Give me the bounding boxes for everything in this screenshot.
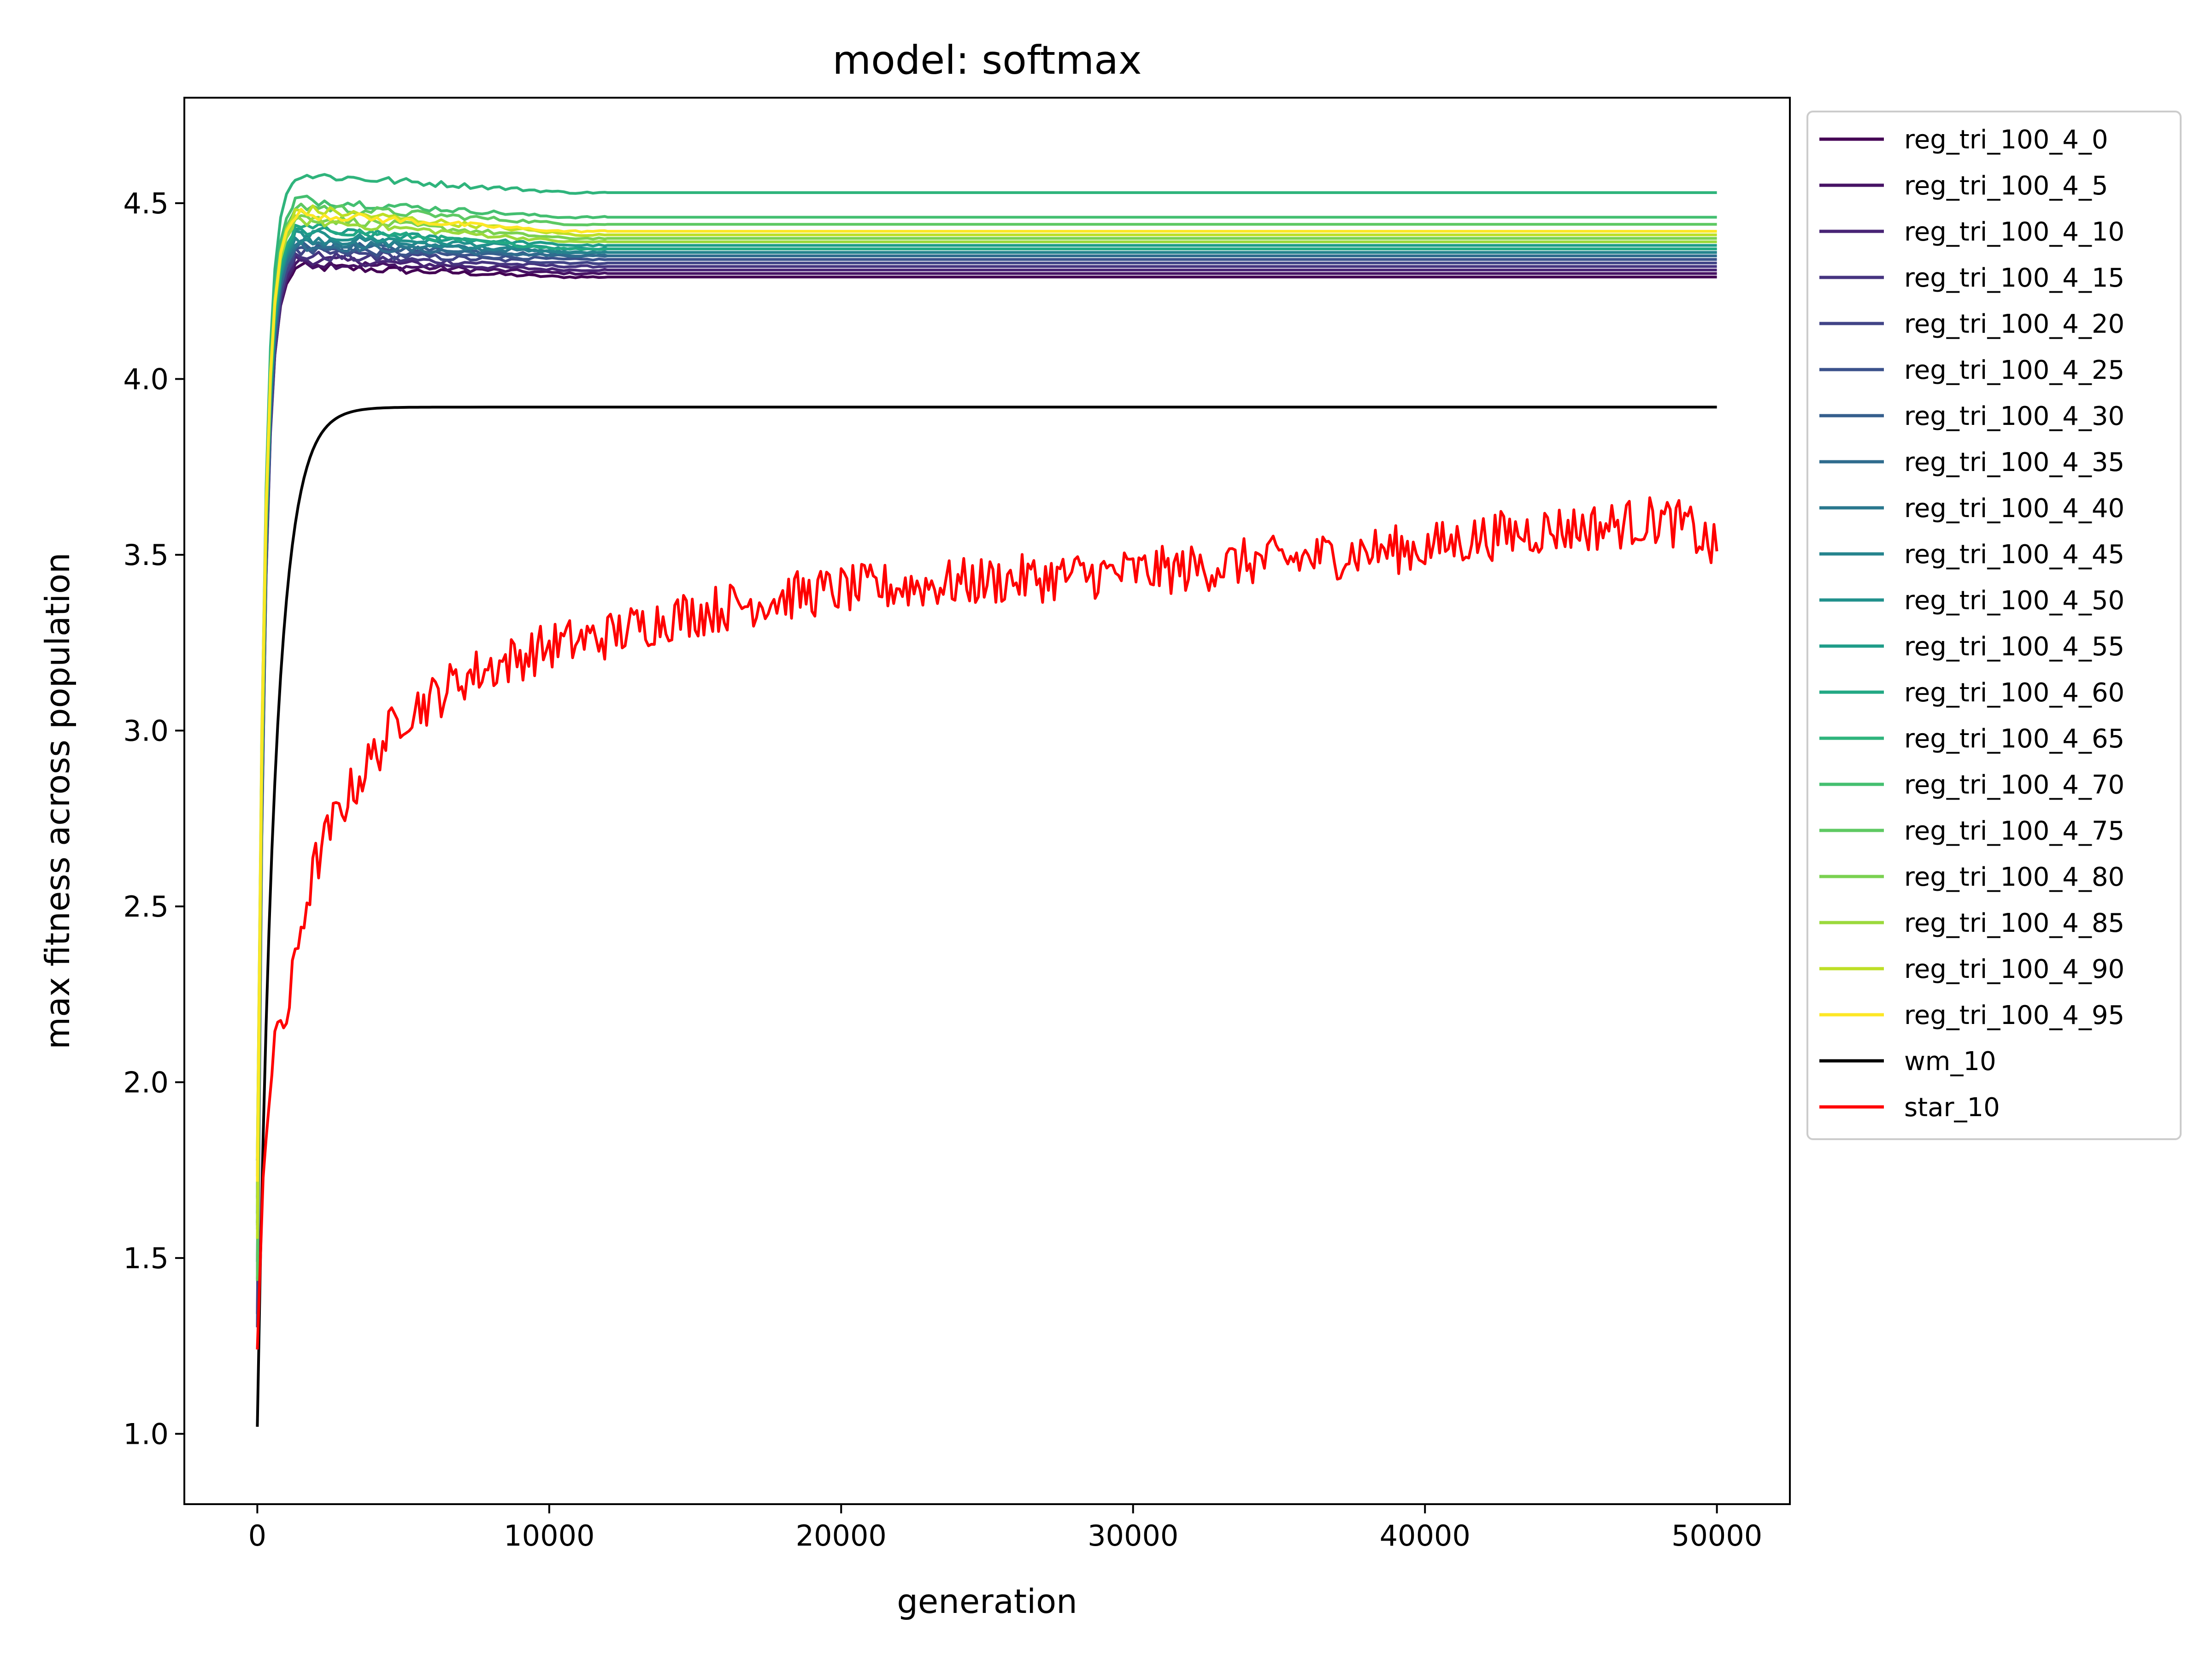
series-line-reg-tri-100-4-60 (256, 223, 1717, 1177)
series-layer (256, 173, 1718, 1427)
legend-label: reg_tri_100_4_60 (1904, 678, 2124, 708)
legend-label: reg_tri_100_4_90 (1904, 954, 2124, 984)
x-axis: 0 10000 20000 30000 40000 50000 (248, 1504, 1762, 1553)
y-tick-label: 3.0 (123, 714, 169, 747)
series-line-star-10 (256, 496, 1718, 1350)
x-tick-label: 40000 (1380, 1519, 1471, 1553)
x-tick-label: 0 (248, 1519, 266, 1553)
legend-label: reg_tri_100_4_30 (1904, 401, 2124, 431)
plot-frame (183, 97, 1791, 1505)
series-line-reg-tri-100-4-55 (256, 226, 1717, 1230)
legend-label: reg_tri_100_4_80 (1904, 862, 2124, 892)
y-tick-label: 1.5 (123, 1241, 169, 1275)
legend: reg_tri_100_4_0 reg_tri_100_4_5 reg_tri_10… (1806, 111, 2182, 1140)
legend-label: wm_10 (1904, 1047, 1996, 1077)
legend-label: reg_tri_100_4_15 (1904, 263, 2124, 293)
y-tick-label: 2.0 (123, 1065, 169, 1099)
legend-label: reg_tri_100_4_85 (1904, 908, 2124, 938)
legend-label: reg_tri_100_4_40 (1904, 494, 2124, 524)
legend-label: reg_tri_100_4_5 (1904, 171, 2108, 201)
legend-label: reg_tri_100_4_45 (1904, 540, 2124, 570)
legend-label: reg_tri_100_4_20 (1904, 309, 2124, 339)
series-line-reg-tri-100-4-35 (256, 241, 1717, 1262)
y-axis-label: max fitness across population (38, 553, 77, 1049)
series-line-wm-10 (256, 406, 1717, 1427)
x-tick-label: 50000 (1671, 1519, 1762, 1553)
legend-label: reg_tri_100_4_75 (1904, 816, 2124, 846)
y-tick-label: 2.5 (123, 890, 169, 924)
y-tick-label: 4.5 (123, 187, 169, 220)
x-axis-label: generation (897, 1582, 1077, 1621)
legend-label: reg_tri_100_4_65 (1904, 724, 2124, 754)
legend-label: reg_tri_100_4_25 (1904, 355, 2124, 385)
series-line-reg-tri-100-4-45 (256, 233, 1717, 1197)
series-line-reg-tri-100-4-70 (256, 194, 1717, 1222)
legend-label: reg_tri_100_4_70 (1904, 770, 2124, 800)
legend-label: reg_tri_100_4_95 (1904, 1000, 2124, 1030)
x-tick-label: 20000 (796, 1519, 887, 1553)
series-line-reg-tri-100-4-85 (256, 214, 1717, 1159)
y-axis: 1.0 1.5 2.0 2.5 3.0 3.5 4.0 4.5 (123, 187, 184, 1451)
y-tick-label: 4.0 (123, 362, 169, 396)
legend-label: reg_tri_100_4_10 (1904, 217, 2124, 247)
x-tick-label: 10000 (504, 1519, 594, 1553)
legend-label: reg_tri_100_4_0 (1904, 125, 2108, 155)
x-tick-label: 30000 (1088, 1519, 1178, 1553)
chart-title: model: softmax (832, 37, 1141, 83)
series-line-reg-tri-100-4-95 (256, 208, 1717, 1182)
legend-label: reg_tri_100_4_50 (1904, 586, 2124, 616)
series-line-reg-tri-100-4-80 (256, 214, 1717, 1206)
legend-label: reg_tri_100_4_55 (1904, 632, 2124, 662)
series-line-reg-tri-100-4-5 (256, 257, 1717, 1279)
y-tick-label: 3.5 (123, 538, 169, 572)
legend-label: star_10 (1904, 1093, 2000, 1123)
series-line-reg-tri-100-4-15 (256, 251, 1717, 1214)
series-line-reg-tri-100-4-10 (256, 254, 1717, 1314)
series-line-reg-tri-100-4-65 (256, 173, 1717, 1213)
legend-box (1806, 111, 2182, 1140)
legend-label: reg_tri_100_4_35 (1904, 447, 2124, 477)
y-tick-label: 1.0 (123, 1417, 169, 1451)
